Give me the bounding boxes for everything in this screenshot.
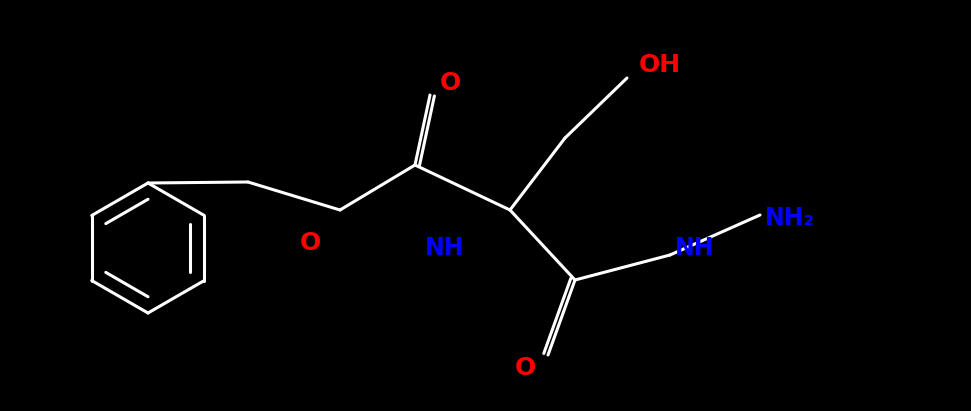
Text: O: O (439, 71, 460, 95)
Text: O: O (515, 356, 536, 380)
Text: OH: OH (639, 53, 681, 77)
Text: NH₂: NH₂ (765, 206, 815, 230)
Text: NH: NH (425, 236, 465, 260)
Text: NH: NH (675, 236, 715, 260)
Text: O: O (299, 231, 320, 255)
